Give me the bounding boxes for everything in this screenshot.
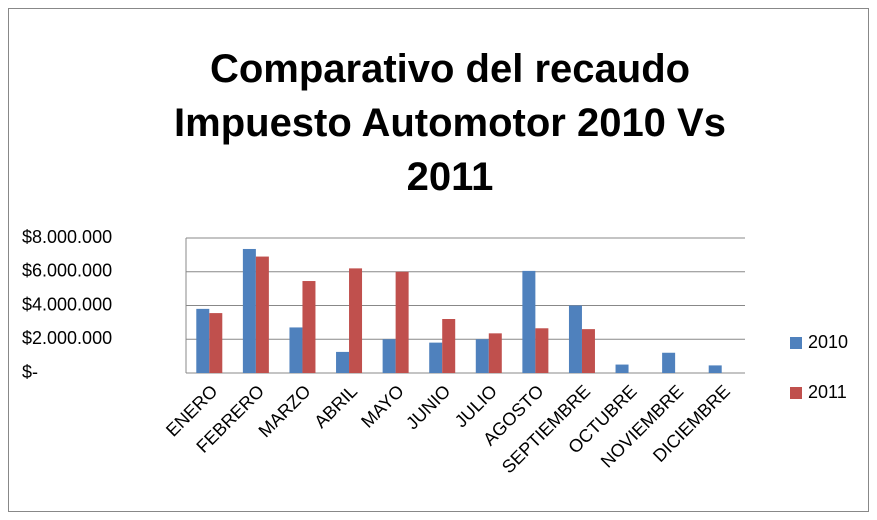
- bar: [581, 329, 595, 373]
- y-tick-label: $2.000.000: [22, 328, 112, 348]
- bar: [615, 364, 629, 373]
- bar: [568, 305, 582, 373]
- y-tick-label: $8.000.000: [22, 227, 112, 247]
- bar: [382, 339, 396, 373]
- y-tick-label: $4.000.000: [22, 294, 112, 314]
- bar: [662, 352, 676, 373]
- legend-label: 2011: [808, 382, 847, 402]
- y-tick-label: $-: [22, 362, 38, 382]
- y-tick-label: $6.000.000: [22, 261, 112, 281]
- legend-label: 2010: [808, 332, 848, 352]
- bar: [522, 270, 536, 373]
- bar: [535, 328, 549, 373]
- legend-swatch: [790, 387, 802, 399]
- bar: [242, 248, 256, 373]
- bar: [289, 327, 303, 373]
- bar: [255, 256, 269, 373]
- bar: [196, 308, 210, 373]
- chart-frame: [8, 8, 869, 512]
- bar: [349, 268, 363, 373]
- bar: [209, 313, 223, 373]
- bar: [488, 333, 502, 373]
- legend-swatch: [790, 337, 802, 349]
- bar: [429, 342, 443, 373]
- bar: [336, 351, 350, 373]
- bar: [475, 339, 489, 373]
- bar: [442, 319, 456, 373]
- bar: [708, 365, 722, 373]
- bar: [302, 281, 316, 373]
- bar: [395, 271, 409, 373]
- chart-title: Comparativo del recaudo Impuesto Automot…: [174, 47, 726, 199]
